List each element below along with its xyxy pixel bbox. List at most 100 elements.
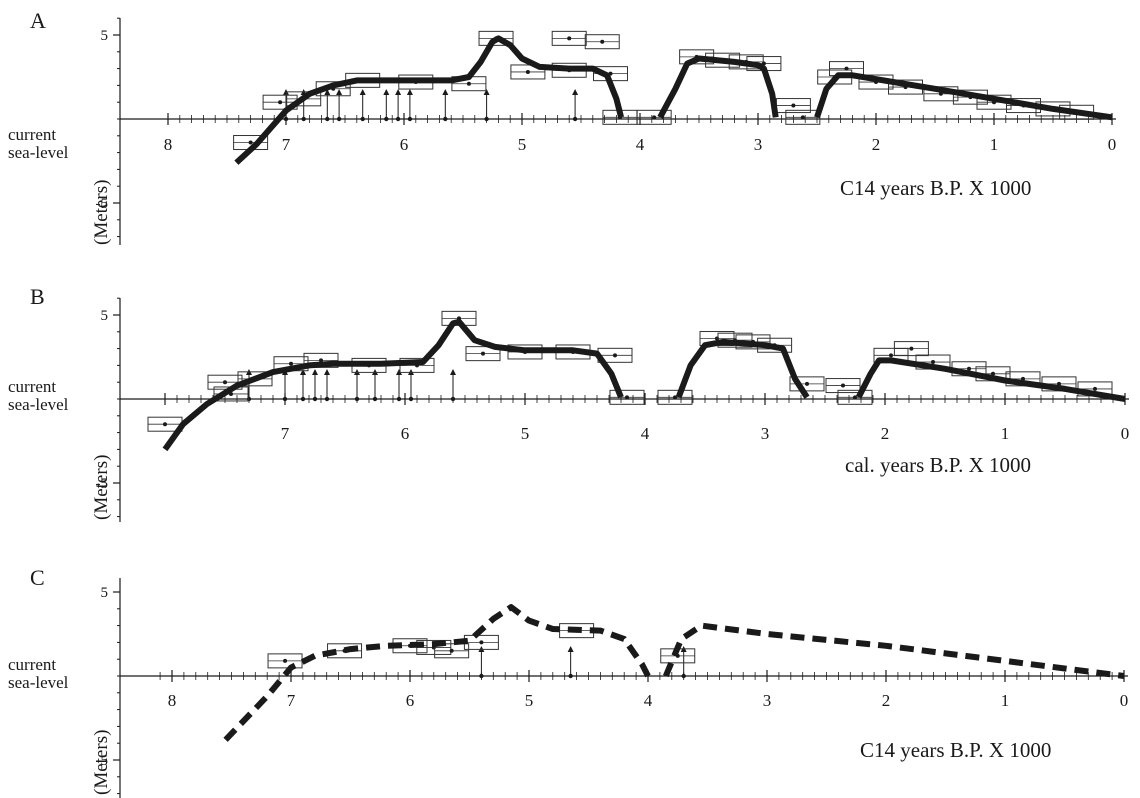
panel-a-limiting-point-arrowhead [336,89,343,95]
panel-b-limiting-point-dot [324,396,330,402]
panel-c-y-tick-label: -5 [96,753,109,769]
panel-c-sea-level-label-2: sea-level [8,673,69,692]
panel-b-x-tick-label: 3 [761,424,770,443]
panel-a-y-axis-title: (Meters) [91,180,112,245]
panel-a-sea-level-curve-segment [234,35,625,165]
panel-c-x-tick-label: 4 [644,691,653,710]
panel-b-sample-point [223,380,227,385]
panel-b-sample-point [909,346,914,351]
panel-a-limiting-point-dot [407,116,413,122]
panel-a-limiting-point-arrowhead [572,89,579,95]
panel-c-y-tick-label: 5 [101,585,109,601]
panel-a-limiting-point-dot [443,116,448,122]
panel-a-limiting-point-arrowhead [395,89,402,95]
panel-a-limiting-point-dot [572,116,578,122]
panel-a-sample-point [567,36,572,41]
panel-a-limiting-point-arrowhead [324,89,331,95]
panel-c-limiting-point-dot [479,673,484,679]
panel-a-letter: A [30,8,46,33]
panel-a-sample-point [466,81,471,86]
panel-b-sample-point [625,395,629,400]
panel-b-limiting-point-arrowhead [450,369,456,375]
panel-a-limiting-point-dot [360,116,365,122]
panel-c-limiting-point-dot [568,673,573,679]
panel-c-sample-point [449,648,454,653]
panel-b-sample-point [319,358,323,363]
panel-c-letter: C [30,565,45,590]
panel-a-sea-level-curve-segment [657,55,779,119]
panel-c-x-tick-label: 7 [287,691,296,710]
panel-b-limiting-point-dot [354,396,360,402]
panel-b-sample-point [163,422,167,427]
panel-a-limiting-point-arrowhead [283,89,289,95]
panel-c-x-tick-label: 3 [763,691,772,710]
panel-b-sea-level-label-1: current [8,377,56,396]
panel-a-x-tick-label: 4 [636,135,645,154]
panel-a-sample-point [791,103,796,108]
panel-c-sea-level-label-1: current [8,655,56,674]
panel-a-x-tick-label: 0 [1108,135,1117,154]
panel-b-x-tick-label: 0 [1121,424,1130,443]
panel-b-sea-level-curve-segment [675,338,810,399]
panel-c-sea-level-curve-segment [223,604,651,742]
panel-a-x-tick-label: 7 [282,135,291,154]
panel-b-limiting-point-dot [396,396,402,402]
panel-b-x-tick-label: 5 [521,424,530,443]
panel-a-x-tick-label: 2 [872,135,881,154]
panel-b-limiting-point-dot [300,396,306,402]
panel-b-y-tick-label: 5 [101,308,109,324]
panel-a-sample-point [844,66,849,71]
panel-a-y-tick-label: -5 [96,196,109,212]
panel-a-sample-point [800,115,805,120]
panel-b-x-tick-label: 4 [641,424,650,443]
panel-b-plot-area: 5 -5 7 6 5 4 3 2 1 0 [96,297,1130,522]
panel-b-sample-point [991,371,995,376]
panel-a-sample-point [652,115,657,120]
panel-b-limiting-point-arrowhead [300,369,306,375]
panel-a-x-axis-title: C14 years B.P. X 1000 [840,176,1031,200]
panel-b-limiting-point-dot [372,396,378,402]
panel-b-sample-point [805,381,809,386]
panel-a: A current sea-level (Meters) C14 years B… [8,8,1116,245]
panel-a-limiting-point-dot [325,116,330,122]
panel-a-limiting-point-arrowhead [383,89,390,95]
panel-a-limiting-point-arrowhead [483,89,490,95]
panel-a-limiting-point-dot [384,116,389,122]
panel-a-sea-level-label-2: sea-level [8,143,69,162]
panel-a-plot-area: 5 -5 8 7 6 5 4 3 2 1 0 [96,17,1117,245]
panel-b-sample-point [931,360,935,365]
panel-a-x-tick-label: 6 [400,135,409,154]
panel-a-limiting-point-arrowhead [359,89,366,95]
panel-a-sample-point [278,100,283,105]
panel-b-sample-point [289,361,293,366]
panel-b-limiting-point-arrowhead [324,369,330,375]
panel-a-x-tick-label: 8 [164,135,173,154]
panel-b-limiting-point-dot [450,396,456,402]
panel-c-x-tick-label: 1 [1001,691,1010,710]
panel-a-limiting-point-arrowhead [442,89,449,95]
panel-b-sea-level-curve-segment [855,357,1126,402]
panel-b-x-tick-label: 2 [881,424,890,443]
panel-b-limiting-point-arrowhead [312,369,318,375]
panel-b-sea-level-curve-segment [162,318,624,452]
panel-a-limiting-point-dot [395,116,401,122]
panel-b-sample-point [967,366,971,371]
panel-b: B current sea-level (Meters) cal. years … [8,284,1129,522]
panel-a-sample-point [248,140,253,145]
panel-b-sample-point [889,353,893,358]
panel-a-sea-level-curve-segment [814,72,1113,121]
panel-b-letter: B [30,284,45,309]
panel-c-limiting-point-dot [681,673,686,679]
panel-a-limiting-point-dot [484,116,489,122]
panel-a-sample-point [600,39,605,44]
panel-c-limiting-point-arrowhead [567,646,574,652]
panel-b-y-tick-label: -5 [96,476,109,492]
panel-c-x-tick-label: 5 [525,691,534,710]
panel-b-x-tick-label: 6 [401,424,410,443]
panel-a-limiting-point-dot [336,116,342,122]
panel-b-sample-point [1021,376,1025,381]
panel-b-y-axis-title: (Meters) [91,455,112,520]
panel-b-sea-level-label-2: sea-level [8,395,69,414]
panel-c-x-tick-label: 2 [882,691,891,710]
panel-c-plot-area: 5 -5 8 7 6 5 4 3 2 1 0 [96,578,1128,798]
